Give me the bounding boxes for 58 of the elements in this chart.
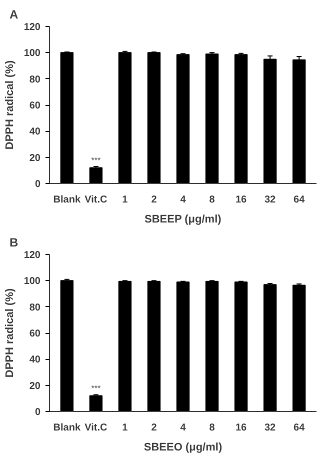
bar [118, 52, 132, 184]
y-tick-label: 80 [29, 74, 41, 86]
bar [147, 52, 161, 184]
bar [147, 280, 161, 412]
x-tick-label: 16 [235, 422, 248, 434]
x-axis-title: SBEEO (μg/ml) [144, 442, 222, 454]
y-axis-title: DPPH radical (%) [4, 288, 16, 378]
bar [263, 284, 277, 412]
x-tick-label: 4 [180, 194, 186, 206]
x-axis-title: SBEEP (μg/ml) [144, 214, 222, 226]
x-tick-label: 2 [151, 422, 158, 434]
chart-title: B [10, 236, 18, 250]
x-tick-label: Blank [53, 194, 81, 206]
x-tick-label: 64 [294, 422, 306, 434]
x-tick-label: 8 [209, 194, 216, 206]
bar [205, 280, 219, 412]
x-tick-label: Vit.C [84, 194, 108, 206]
x-tick-label: 16 [235, 194, 248, 206]
x-tick-label: 8 [209, 422, 216, 434]
y-tick-label: 60 [29, 100, 41, 112]
x-tick-label: 32 [264, 194, 276, 206]
y-tick-label: 40 [29, 126, 41, 138]
annotation: *** [91, 156, 101, 166]
y-tick-label: 60 [29, 328, 41, 340]
x-tick-label: 32 [264, 422, 276, 434]
bar [60, 280, 74, 412]
y-tick-label: 100 [24, 48, 41, 60]
bar [234, 54, 248, 184]
y-tick-label: 0 [34, 179, 41, 190]
y-tick-label: 100 [24, 276, 41, 288]
x-tick-label: 2 [151, 194, 158, 206]
x-tick-label: 64 [294, 194, 306, 206]
chart-title: A [10, 8, 18, 22]
y-tick-label: 120 [24, 250, 41, 261]
bar [89, 395, 103, 412]
annotation: *** [91, 384, 101, 394]
bar [89, 167, 103, 184]
bar [118, 280, 132, 412]
bar [176, 54, 190, 184]
y-tick-label: 20 [29, 380, 41, 392]
y-tick-label: 40 [29, 354, 41, 366]
y-tick-label: 0 [34, 407, 41, 418]
y-tick-label: 120 [24, 22, 41, 33]
bar [263, 58, 277, 184]
x-tick-label: Vit.C [84, 422, 108, 434]
y-axis-title: DPPH radical (%) [4, 60, 16, 150]
x-tick-label: 1 [122, 194, 128, 206]
bar [292, 59, 306, 184]
bar [205, 53, 219, 184]
y-tick-label: 80 [29, 302, 41, 314]
bar [60, 52, 74, 184]
bar [234, 281, 248, 412]
x-tick-label: Blank [53, 422, 81, 434]
bar [176, 281, 190, 412]
x-tick-label: 1 [122, 422, 128, 434]
x-tick-label: 4 [180, 422, 186, 434]
bar [292, 284, 306, 412]
y-tick-label: 20 [29, 152, 41, 164]
